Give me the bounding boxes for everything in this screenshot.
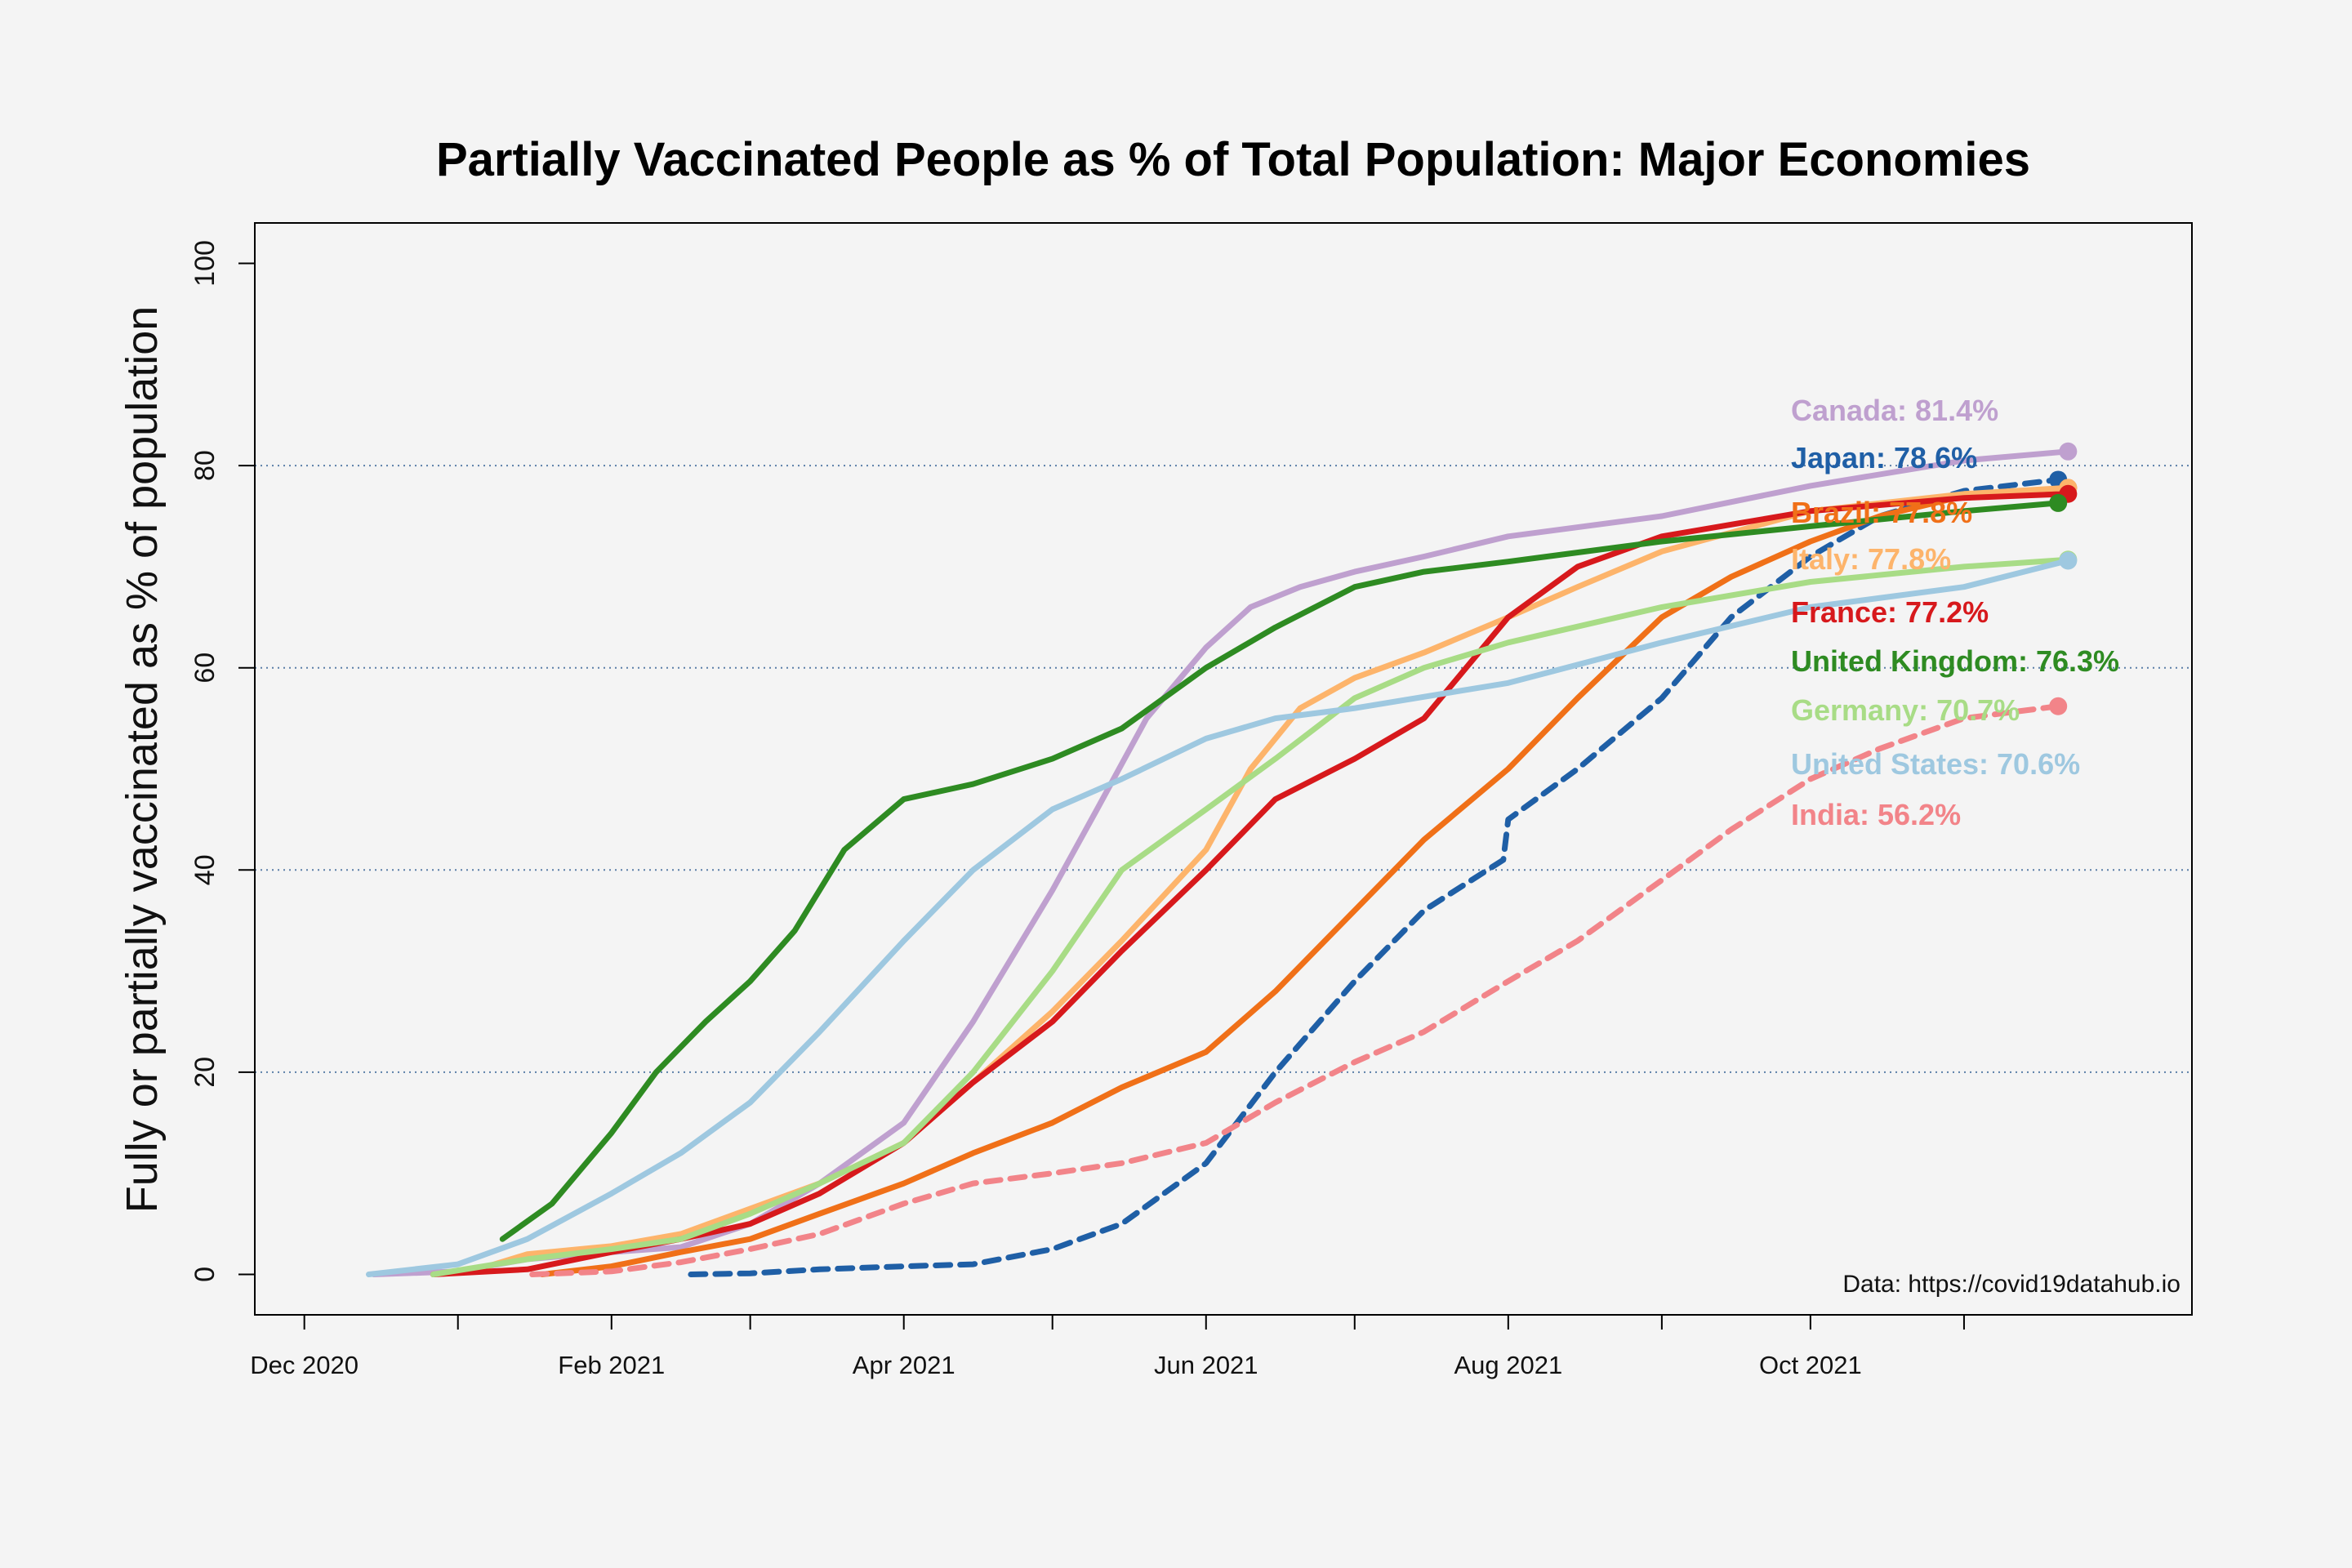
series-end-dot bbox=[2049, 493, 2068, 512]
y-tick-label: 20 bbox=[189, 1057, 220, 1088]
y-tick-label: 40 bbox=[189, 854, 220, 885]
series-line-canada bbox=[371, 448, 2071, 1277]
series-end-dot bbox=[2049, 697, 2068, 715]
legend-label: India: 56.2% bbox=[1791, 798, 1961, 831]
x-tick-label: Jun 2021 bbox=[1154, 1351, 1258, 1379]
y-axis-label: Fully or partially vaccinated as % of po… bbox=[118, 306, 167, 1214]
legend-label: Italy: 77.8% bbox=[1791, 542, 1951, 576]
y-axis: 0 20 40 60 80 100 bbox=[189, 240, 256, 1282]
series-line-brazil bbox=[539, 484, 2071, 1277]
series-line-japan bbox=[688, 476, 2061, 1277]
legend-label: Brazil: 77.8% bbox=[1791, 496, 1972, 529]
series-line-united-states bbox=[366, 558, 2071, 1277]
legend-label: France: 77.2% bbox=[1791, 595, 1989, 629]
x-tick-label: Dec 2020 bbox=[250, 1351, 359, 1379]
series-line-italy bbox=[430, 484, 2071, 1277]
series-line-germany bbox=[430, 556, 2071, 1277]
chart-title: Partially Vaccinated People as % of Tota… bbox=[436, 133, 2030, 186]
x-tick-label: Feb 2021 bbox=[558, 1351, 665, 1379]
legend: Canada: 81.4% Japan: 78.6% Brazil: 77.8% It… bbox=[1791, 394, 2119, 831]
x-tick-label: Oct 2021 bbox=[1759, 1351, 1862, 1379]
series-end-dot bbox=[2059, 442, 2078, 461]
source-note: Data: https://covid19datahub.io bbox=[1842, 1271, 2180, 1298]
series-line-united-kingdom bbox=[499, 500, 2061, 1242]
y-tick-label: 0 bbox=[189, 1267, 220, 1282]
legend-label: United States: 70.6% bbox=[1791, 747, 2080, 781]
y-tick-label: 100 bbox=[189, 240, 220, 287]
legend-label: Japan: 78.6% bbox=[1791, 441, 1977, 474]
legend-label: United Kingdom: 76.3% bbox=[1791, 644, 2119, 678]
legend-label: Germany: 70.7% bbox=[1791, 693, 2020, 727]
y-tick-label: 80 bbox=[189, 450, 220, 481]
series-end-dot bbox=[2059, 551, 2078, 570]
x-tick-label: Aug 2021 bbox=[1454, 1351, 1562, 1379]
series-line-india bbox=[529, 703, 2061, 1277]
y-tick-label: 60 bbox=[189, 653, 220, 684]
series-lines bbox=[366, 442, 2078, 1277]
legend-label: Canada: 81.4% bbox=[1791, 394, 1998, 427]
x-tick-label: Apr 2021 bbox=[853, 1351, 956, 1379]
x-axis: Dec 2020 Feb 2021 Apr 2021 Jun 2021 Aug 2021… bbox=[250, 1314, 1965, 1379]
